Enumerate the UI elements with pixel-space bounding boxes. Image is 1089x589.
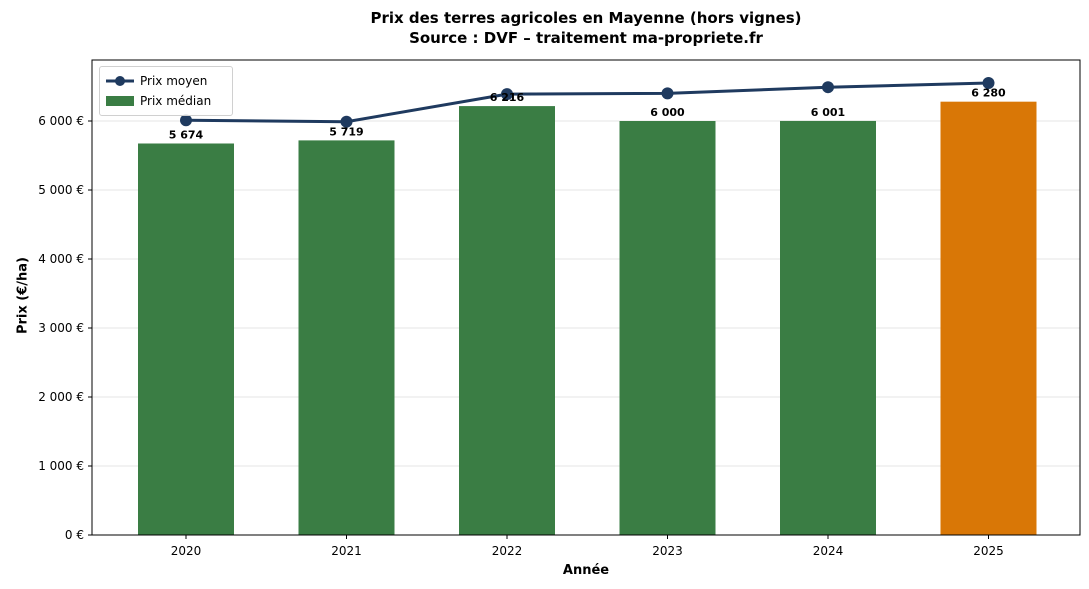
bar-2020	[138, 143, 234, 535]
bar-value-label: 6 001	[811, 106, 845, 119]
x-tick-label: 2025	[973, 544, 1004, 558]
bar-2021	[298, 140, 395, 536]
chart-title: Prix des terres agricoles en Mayenne (ho…	[92, 8, 1080, 48]
bar-2023	[619, 121, 716, 535]
plot-frame	[91, 59, 1081, 536]
legend-item-prix-moyen: Prix moyen	[106, 73, 207, 89]
bar-2024	[780, 120, 876, 535]
line-marker-icon	[106, 76, 134, 86]
legend: Prix moyen Prix médian	[99, 66, 233, 116]
y-tick-label: 2 000 €	[38, 390, 84, 404]
bar-swatch-icon	[106, 96, 134, 106]
y-tick-label: 0 €	[65, 528, 84, 542]
line-prix-moyen	[185, 81, 989, 124]
line-point	[501, 88, 513, 101]
x-tick-label: 2021	[331, 544, 362, 558]
bar-value-label: 6 000	[650, 106, 685, 119]
x-tick-label: 2023	[652, 544, 683, 558]
x-tick-label: 2024	[813, 544, 844, 558]
y-tick-label: 3 000 €	[38, 321, 84, 335]
line-point	[661, 87, 674, 100]
line-point	[340, 115, 353, 128]
bar-value-label: 5 674	[169, 128, 204, 141]
x-tick-label: 2022	[492, 544, 523, 558]
chart-title-line1: Prix des terres agricoles en Mayenne (ho…	[370, 9, 802, 27]
x-tick-label: 2020	[171, 544, 202, 558]
bar-value-label: 6 280	[971, 87, 1006, 100]
bar-value-label: 6 216	[490, 91, 525, 104]
y-tick-label: 5 000 €	[38, 183, 84, 197]
y-tick-label: 6 000 €	[38, 114, 84, 128]
y-tick-label: 4 000 €	[38, 252, 84, 266]
x-axis-label: Année	[562, 563, 610, 578]
line-point	[180, 114, 192, 127]
line-point	[822, 81, 834, 94]
bar-2025	[940, 101, 1037, 536]
bar-2022	[459, 106, 555, 535]
legend-item-prix-median: Prix médian	[106, 93, 211, 109]
bar-value-label: 5 719	[329, 125, 363, 138]
line-point	[982, 77, 995, 90]
y-axis-label: Prix (€/ha)	[15, 257, 31, 335]
chart-subtitle: Source : DVF – traitement ma-propriete.f…	[409, 29, 763, 47]
y-tick-label: 1 000 €	[38, 459, 84, 473]
